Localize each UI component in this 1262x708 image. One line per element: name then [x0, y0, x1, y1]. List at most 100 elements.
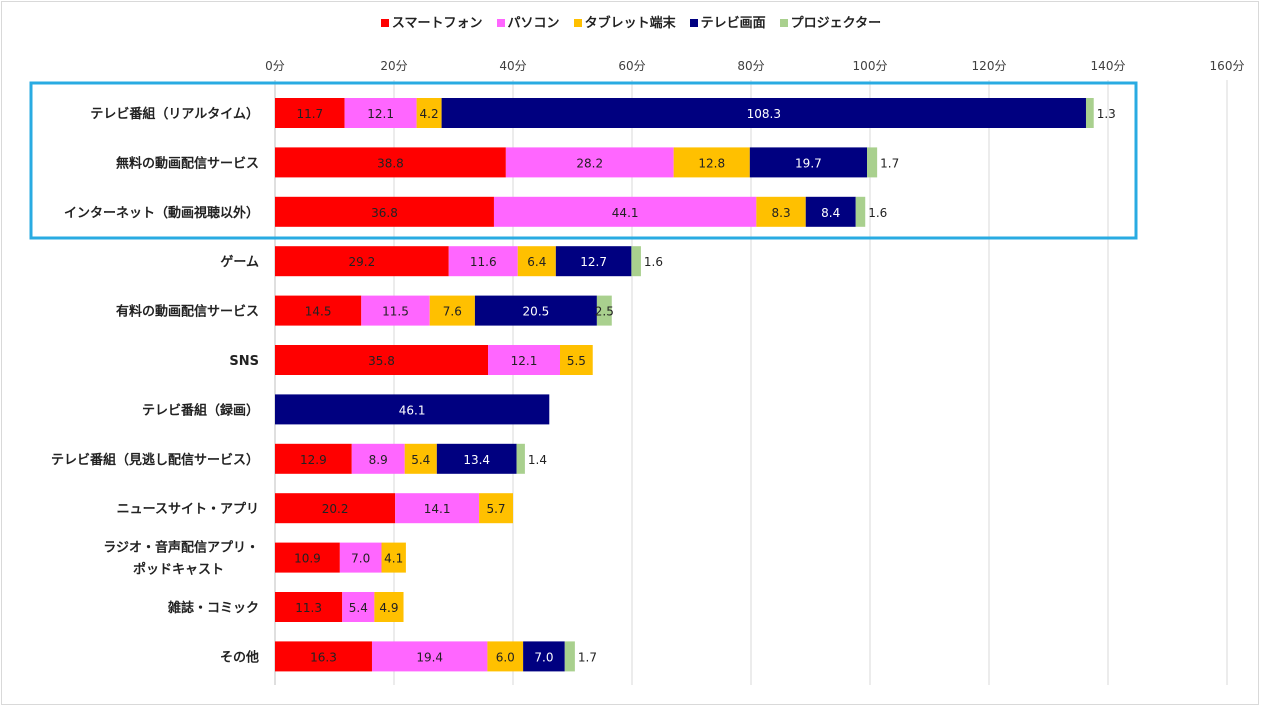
legend-swatch	[380, 19, 389, 27]
bar-segment	[275, 443, 352, 474]
legend-label: プロジェクター	[790, 16, 882, 31]
bar-segment	[516, 443, 525, 474]
data-label: 8.4	[821, 206, 840, 220]
data-label: 8.9	[369, 453, 388, 467]
data-label: 20.5	[523, 305, 550, 319]
bar-segment	[448, 246, 518, 277]
bar-segment	[351, 443, 405, 474]
data-label: 11.6	[470, 255, 497, 269]
bar-segment	[344, 98, 417, 128]
data-label: 14.5	[305, 305, 332, 319]
data-label: 1.3	[1097, 107, 1116, 121]
bar-segment	[855, 196, 866, 227]
category-label: ゲーム	[220, 254, 259, 270]
data-label: 8.3	[772, 206, 791, 220]
legend-label: テレビ画面	[700, 16, 766, 31]
bar-segment	[342, 592, 375, 622]
data-label: 108.3	[747, 107, 781, 121]
data-label: 19.7	[795, 156, 822, 170]
bar-segment	[416, 98, 442, 128]
x-tick-label: 60分	[618, 59, 645, 73]
legend-item: テレビ画面	[689, 12, 766, 31]
bar-segment	[275, 493, 396, 524]
bar-segment	[275, 641, 372, 672]
data-label: 5.4	[411, 453, 430, 467]
bar-segment	[487, 641, 524, 672]
data-label: 20.2	[322, 502, 349, 516]
category-label: ポッドキャスト	[133, 562, 224, 578]
bar-segment	[488, 345, 561, 375]
bar-segment	[429, 295, 475, 326]
data-label: 19.4	[416, 650, 443, 664]
x-tick-label: 0分	[265, 59, 285, 73]
bar-segment	[275, 246, 449, 277]
x-tick-label: 140分	[1091, 59, 1126, 73]
legend-label: パソコン	[507, 16, 560, 31]
bar-segment	[555, 246, 632, 277]
legend-swatch	[573, 19, 582, 27]
x-tick-label: 40分	[499, 59, 526, 73]
data-label: 29.2	[349, 255, 376, 269]
x-tick-label: 20分	[380, 59, 407, 73]
category-label: テレビ番組（見逃し配信サービス）	[51, 452, 259, 468]
bar-segment	[1085, 98, 1094, 128]
data-label: 11.3	[295, 601, 322, 615]
data-label: 46.1	[399, 403, 426, 417]
bar-segment	[275, 542, 340, 573]
data-label: 12.7	[580, 255, 607, 269]
data-label: 7.0	[351, 552, 370, 566]
bar-segment	[381, 542, 406, 573]
bar-segment	[275, 295, 362, 326]
data-label: 11.7	[296, 107, 323, 121]
bar-segment	[441, 98, 1086, 128]
category-label: 無料の動画配信サービス	[116, 155, 259, 171]
bar-segment	[479, 493, 513, 524]
data-label: 10.9	[294, 552, 321, 566]
x-tick-label: 100分	[853, 59, 888, 73]
bar-segment	[474, 295, 597, 326]
bar-segment	[673, 147, 750, 178]
bar-segment	[517, 246, 556, 277]
data-label: 11.5	[382, 305, 409, 319]
bar-segment	[805, 196, 856, 227]
legend-item: タブレット端末	[573, 12, 676, 31]
data-label: 16.3	[310, 650, 337, 664]
bar-segment	[523, 641, 565, 672]
data-label: 4.9	[379, 601, 398, 615]
bar-segment	[339, 542, 382, 573]
chart-legend: スマートフォン パソコン タブレット端末 テレビ画面 プロジェクター	[0, 12, 1262, 31]
bar-segment	[564, 641, 575, 672]
category-label: 雑誌・コミック	[167, 600, 259, 616]
bar-segment	[505, 147, 674, 178]
data-label: 1.6	[644, 255, 663, 269]
bar-segment	[404, 443, 437, 474]
bar-segment	[560, 345, 593, 375]
category-label: テレビ番組（録画）	[142, 402, 259, 418]
category-label: その他	[220, 649, 259, 665]
x-tick-label: 80分	[737, 59, 764, 73]
data-label: 4.2	[420, 107, 439, 121]
data-label: 6.4	[527, 255, 546, 269]
bar-segment	[361, 295, 430, 326]
category-label: インターネット（動画視聴以外）	[64, 205, 259, 221]
bar-segment	[867, 147, 878, 178]
x-tick-label: 160分	[1210, 59, 1245, 73]
data-label: 12.8	[698, 156, 725, 170]
data-label: 44.1	[612, 206, 639, 220]
bar-segment	[631, 246, 641, 277]
bar-segment	[493, 196, 757, 227]
highlight-box	[29, 81, 1138, 240]
data-label: 5.7	[486, 502, 505, 516]
data-label: 1.7	[880, 156, 899, 170]
data-label: 2.5	[595, 305, 614, 319]
bar-segment	[395, 493, 480, 524]
data-label: 38.8	[377, 156, 404, 170]
x-tick-label: 120分	[972, 59, 1007, 73]
bar-segment	[749, 147, 868, 178]
legend-item: パソコン	[496, 12, 560, 31]
category-label: テレビ番組（リアルタイム）	[90, 106, 259, 122]
data-label: 14.1	[424, 502, 451, 516]
bar-segment	[275, 147, 506, 178]
